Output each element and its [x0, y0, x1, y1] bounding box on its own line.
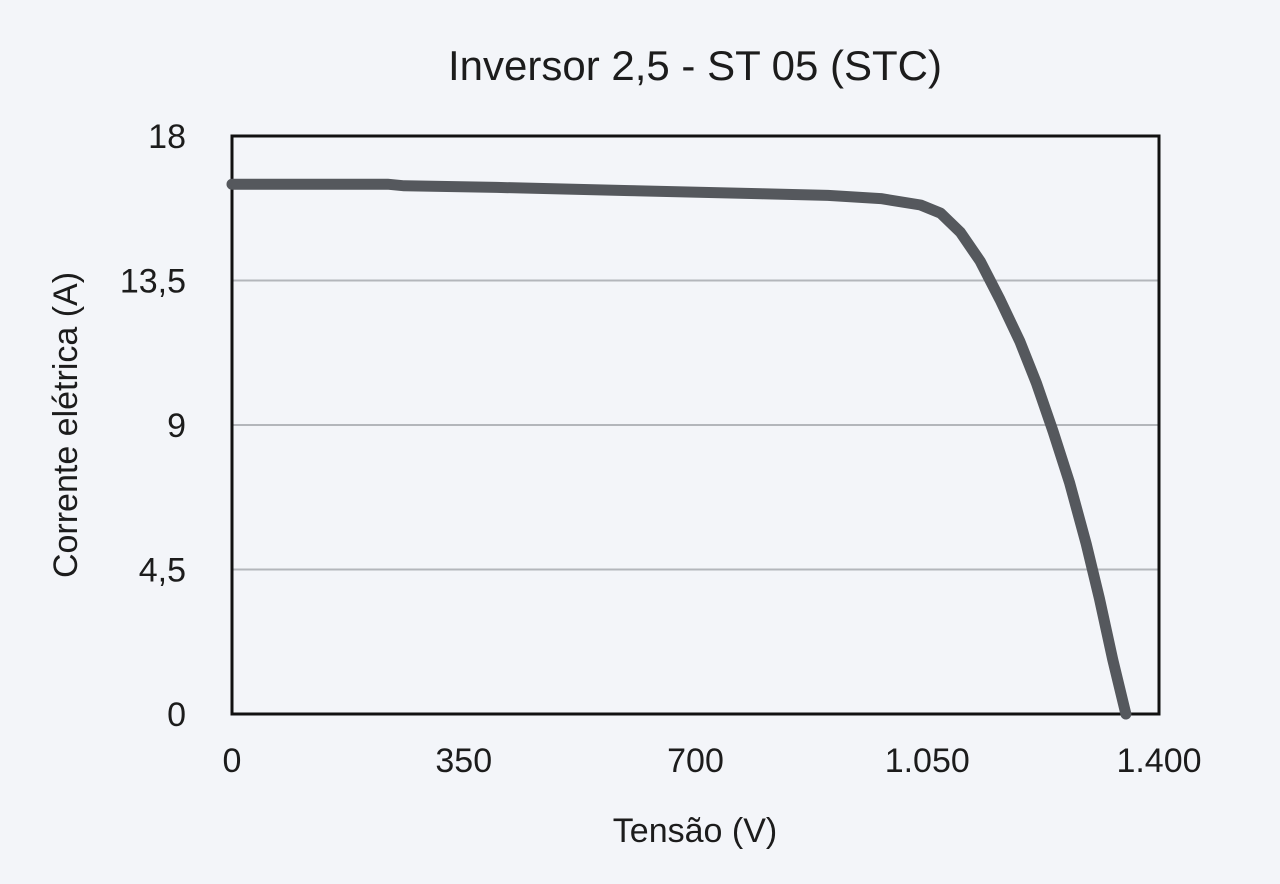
- x-tick-label: 1.050: [885, 742, 970, 780]
- y-axis-ticks: 0 4,5 9 13,5 18: [120, 118, 186, 734]
- series-layer: [226, 178, 1132, 720]
- y-tick-label: 13,5: [120, 263, 186, 301]
- x-tick-label: 350: [435, 742, 492, 780]
- x-axis-ticks: 0 350 700 1.050 1.400: [223, 742, 1202, 780]
- plot-area-frame: [230, 134, 1161, 716]
- x-axis-label: Tensão (V): [613, 812, 777, 850]
- x-tick-label: 1.400: [1116, 742, 1201, 780]
- x-tick-label: 0: [223, 742, 242, 780]
- y-axis-label: Corrente elétrica (A): [47, 272, 85, 578]
- x-tick-label: 700: [667, 742, 724, 780]
- y-tick-label: 9: [167, 407, 186, 445]
- y-tick-label: 4,5: [139, 552, 186, 590]
- gridlines: [232, 279, 1159, 571]
- y-tick-label: 0: [167, 696, 186, 734]
- chart-title: Inversor 2,5 - ST 05 (STC): [448, 42, 942, 89]
- y-tick-label: 18: [148, 118, 186, 156]
- series-line-0: [226, 178, 1132, 720]
